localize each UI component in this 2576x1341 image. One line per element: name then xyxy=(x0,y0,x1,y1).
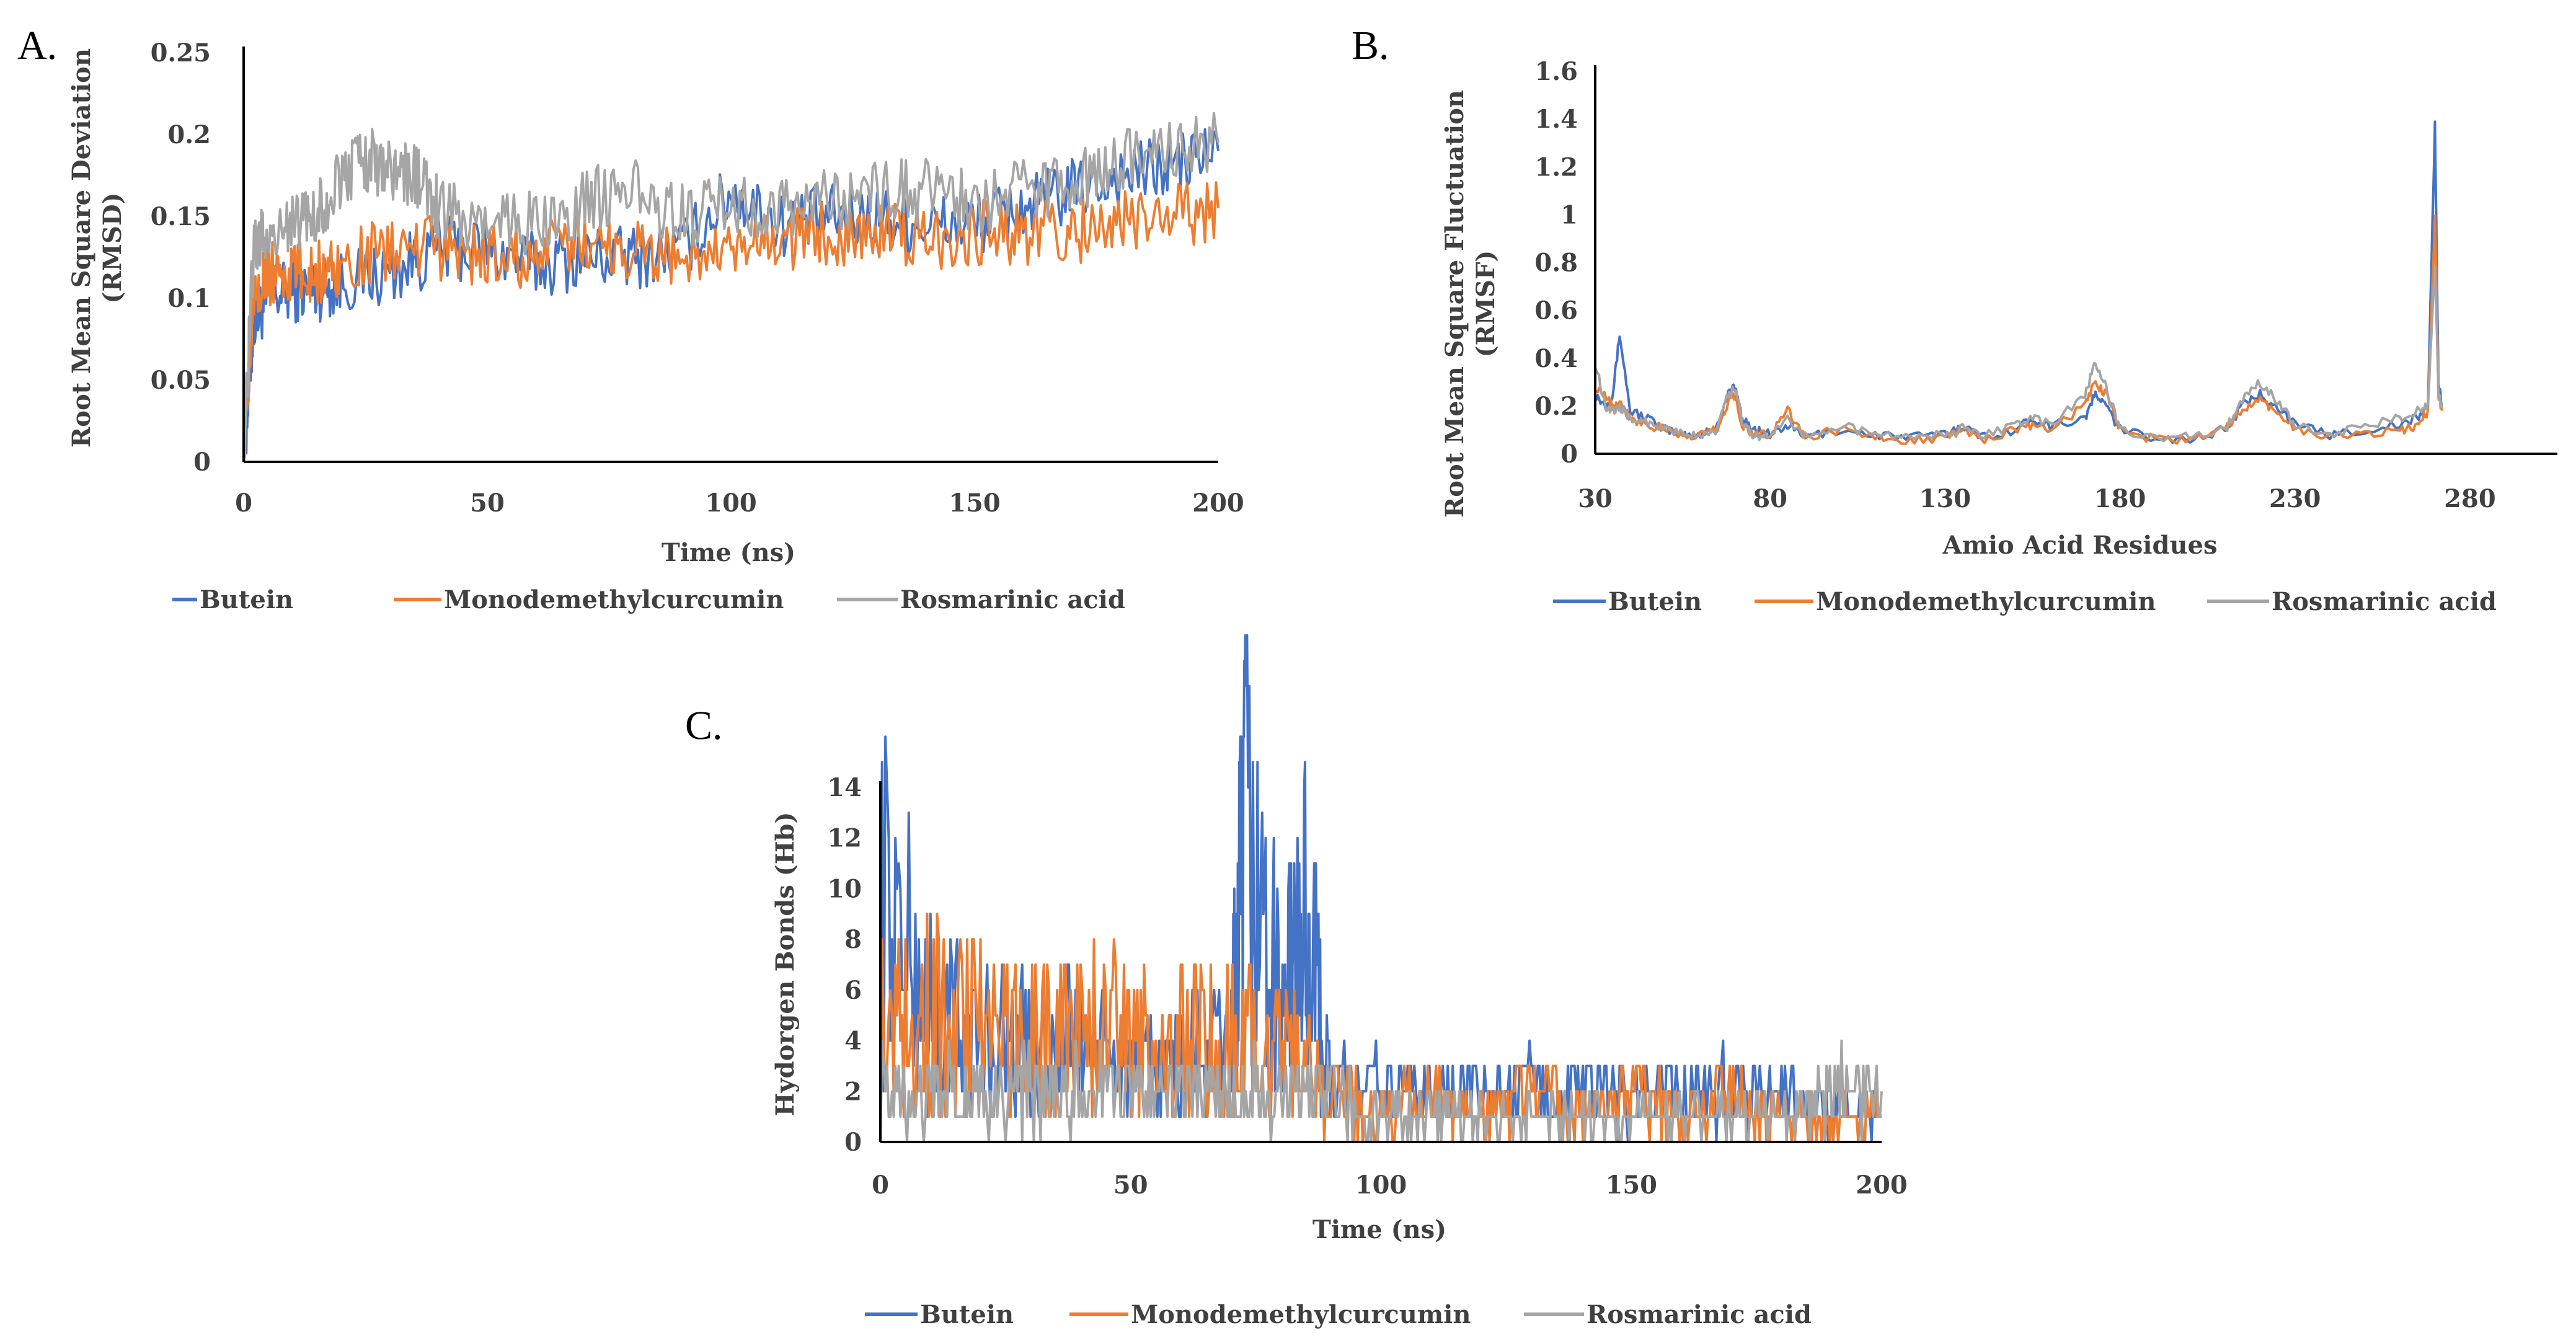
panel-a-legend: Butein Monodemethylcurcumin Rosmarinic a… xyxy=(172,585,1125,614)
panel-a-x-tick-label: 50 xyxy=(470,489,505,518)
panel-c-y-tick-label: 2 xyxy=(844,1077,862,1106)
panel-b-legend-monodemethylcurcumin: Monodemethylcurcumin xyxy=(1816,587,2156,616)
panel-b-x-tick-label: 180 xyxy=(2094,484,2146,513)
panel-c-hydrogen-bonds: C. 0 2 4 6 8 10 12 14 0 50 100 150 200 Hydorgen Bond… xyxy=(685,634,1908,1329)
panel-b-y-tick-label: 0.6 xyxy=(1534,296,1578,325)
panel-b-y-tick-label: 0.2 xyxy=(1534,392,1578,421)
panel-a-legend-butein: Butein xyxy=(200,585,293,614)
panel-a-series-line-monodemethylcurcumin xyxy=(242,181,1219,462)
panel-b-x-tick-label: 130 xyxy=(1919,484,1972,513)
panel-c-y-tick-label: 4 xyxy=(844,1027,862,1056)
panel-b-x-tick-label: 230 xyxy=(2269,484,2321,513)
panel-a-x-axis-title: Time (ns) xyxy=(662,538,795,567)
panel-c-x-tick-label: 150 xyxy=(1606,1171,1658,1200)
panel-a-x-tick-label: 0 xyxy=(235,489,252,518)
panel-c-x-axis-title: Time (ns) xyxy=(1312,1215,1446,1244)
panel-c-x-tick-label: 100 xyxy=(1355,1171,1407,1200)
panel-c-label: C. xyxy=(685,703,723,748)
panel-c-legend-butein: Butein xyxy=(920,1300,1014,1329)
panel-c-y-tick-label: 10 xyxy=(827,874,862,903)
panel-b-y-tick-label: 0.4 xyxy=(1534,344,1578,373)
panel-b-series-line-rosmarinic-acid xyxy=(1594,265,2443,443)
panel-b-y-tick-label: 1.6 xyxy=(1534,57,1578,86)
panel-a-y-axis-title-line2: (RMSD) xyxy=(98,193,127,304)
panel-b-series-line-butein xyxy=(1594,120,2443,445)
panel-a-plot-area: 0 0.05 0.1 0.15 0.2 0.25 0 50 100 150 200 xyxy=(151,38,1244,518)
panel-b-y-tick-label: 1 xyxy=(1560,200,1578,229)
panel-b-y-tick-label: 1.2 xyxy=(1534,153,1578,182)
panel-c-y-tick-label: 14 xyxy=(827,773,862,802)
panel-b-x-axis-title: Amio Acid Residues xyxy=(1942,531,2217,560)
panel-c-y-tick-label: 6 xyxy=(844,976,862,1005)
panel-a-x-tick-label: 100 xyxy=(705,489,757,518)
panel-c-legend-monodemethylcurcumin: Monodemethylcurcumin xyxy=(1131,1300,1471,1329)
panel-b-x-tick-label: 80 xyxy=(1753,484,1787,513)
panel-a-y-tick-label: 0.05 xyxy=(151,366,211,395)
panel-a-y-tick-label: 0 xyxy=(193,448,211,477)
panel-b-rmsf: B. 0 0.2 0.4 0.6 0.8 1 1.2 1.4 1.6 30 80 130 180 230 2… xyxy=(1352,23,2557,616)
panel-a-series-line-rosmarinic-acid xyxy=(242,112,1219,462)
panel-c-series-line-monodemethylcurcumin xyxy=(879,913,1882,1143)
panel-a-x-tick-label: 150 xyxy=(949,489,1001,518)
panel-b-legend-rosmarinic-acid: Rosmarinic acid xyxy=(2272,587,2497,616)
panel-c-series-line-rosmarinic-acid xyxy=(879,1039,1883,1143)
panel-c-y-tick-label: 12 xyxy=(827,824,862,853)
panel-b-y-tick-label: 0.8 xyxy=(1534,249,1578,278)
panel-b-plot-area: 0 0.2 0.4 0.6 0.8 1 1.2 1.4 1.6 30 80 130 180 230 280 xyxy=(1534,57,2557,513)
panel-b-y-axis-title-line1: Root Mean Square Fluctuation xyxy=(1440,90,1469,518)
panel-a-y-tick-label: 0.15 xyxy=(151,202,211,231)
panel-a-y-tick-label: 0.1 xyxy=(167,284,211,313)
panel-a-y-axis-title-line1: Root Mean Square Deviation xyxy=(67,48,96,448)
panel-a-y-tick-label: 0.25 xyxy=(151,38,211,68)
panel-b-y-tick-label: 1.4 xyxy=(1534,105,1578,134)
panel-b-y-tick-label: 0 xyxy=(1560,440,1578,469)
panel-a-x-tick-label: 200 xyxy=(1192,489,1244,518)
panel-b-y-axis-title-line2: (RMSF) xyxy=(1471,250,1500,358)
panel-a-legend-monodemethylcurcumin: Monodemethylcurcumin xyxy=(444,585,784,614)
panel-a-y-tick-label: 0.2 xyxy=(167,120,211,149)
panel-c-plot-area: 0 2 4 6 8 10 12 14 0 50 100 150 200 xyxy=(827,634,1908,1200)
panel-b-legend-butein: Butein xyxy=(1608,587,1702,616)
panel-a-legend-rosmarinic-acid: Rosmarinic acid xyxy=(900,585,1125,614)
panel-b-x-tick-label: 30 xyxy=(1578,484,1613,513)
panel-c-y-tick-label: 0 xyxy=(844,1128,862,1157)
panel-c-legend: Butein Monodemethylcurcumin Rosmarinic a… xyxy=(865,1300,1812,1329)
panel-c-x-tick-label: 50 xyxy=(1113,1171,1148,1200)
panel-b-legend: Butein Monodemethylcurcumin Rosmarinic a… xyxy=(1553,587,2497,616)
panel-a-label: A. xyxy=(17,23,57,68)
panel-b-x-tick-label: 280 xyxy=(2444,484,2496,513)
panel-a-rmsd: A. 0 0.05 0.1 0.15 0.2 0.25 0 50 100 150 200 Root … xyxy=(17,23,1244,614)
panel-c-y-axis-title: Hydorgen Bonds (Hb) xyxy=(771,812,800,1117)
panel-b-y-axis-title: Root Mean Square Fluctuation (RMSF) xyxy=(1440,90,1500,518)
panel-a-y-axis-title: Root Mean Square Deviation (RMSD) xyxy=(67,48,127,448)
panel-a-series-line-butein xyxy=(242,128,1219,463)
panel-b-label: B. xyxy=(1352,23,1389,68)
panel-c-y-tick-label: 8 xyxy=(844,925,862,954)
panel-c-x-tick-label: 200 xyxy=(1856,1171,1908,1200)
panel-c-legend-rosmarinic-acid: Rosmarinic acid xyxy=(1587,1300,1812,1329)
panel-c-x-tick-label: 0 xyxy=(872,1171,889,1200)
